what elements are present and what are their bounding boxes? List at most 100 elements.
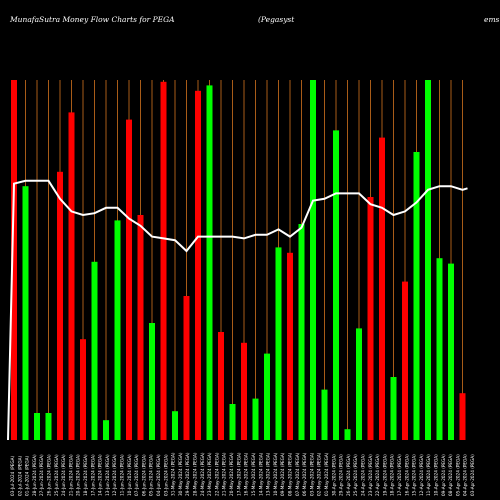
money-flow-bar <box>172 411 178 440</box>
x-tick-label: 17-May-2024 (PEGA) <box>236 452 241 496</box>
money-flow-bar <box>91 261 98 440</box>
x-tick-label: 24-May-2024 (PEGA) <box>200 452 205 496</box>
x-tick-label: 01-Jul-2024 (PEGA) <box>25 455 30 496</box>
x-tick-label: 08-May-2024 (PEGA) <box>288 452 293 496</box>
x-tick-label: 10-May-2024 (PEGA) <box>273 452 278 496</box>
money-flow-bar <box>241 342 247 440</box>
x-tick-label: 31-May-2024 (PEGA) <box>171 452 176 496</box>
x-tick-label: 06-Jun-2024 (PEGA) <box>141 454 146 496</box>
x-tick-label: 02-Jul-2024 (PEGA) <box>17 455 22 496</box>
money-flow-bar <box>298 224 305 440</box>
x-tick-label: 05-Apr-2024 (PEGA) <box>455 454 460 496</box>
x-tick-label: 30-May-2024 (PEGA) <box>178 452 183 496</box>
x-tick-label: 16-Apr-2024 (PEGA) <box>404 454 409 496</box>
x-tick-label: 28-May-2024 (PEGA) <box>193 452 198 496</box>
money-flow-bar <box>436 258 443 440</box>
x-tick-label: 20-Jun-2024 (PEGA) <box>76 454 81 496</box>
x-tick-label: 26-Jun-2024 (PEGA) <box>47 454 52 496</box>
x-tick-label: 14-Jun-2024 (PEGA) <box>98 454 103 496</box>
money-flow-bar <box>160 81 167 441</box>
x-tick-label: 29-Apr-2024 (PEGA) <box>339 454 344 496</box>
x-tick-label: 07-May-2024 (PEGA) <box>295 452 300 496</box>
money-flow-bar <box>126 119 132 440</box>
x-tick-label: 04-Apr-2024 (PEGA) <box>463 454 468 496</box>
x-tick-label: 03-Jun-2024 (PEGA) <box>163 454 168 496</box>
money-flow-bar <box>114 220 121 440</box>
x-tick-label: 01-May-2024 (PEGA) <box>324 452 329 496</box>
money-flow-bar <box>413 152 420 440</box>
money-flow-bar <box>264 353 270 440</box>
x-tick-label: 20-May-2024 (PEGA) <box>229 452 234 496</box>
money-flow-bar <box>344 429 351 440</box>
chart-title: MunafaSutra Money Flow Charts for PEGA <box>9 15 175 24</box>
money-flow-bar <box>310 80 316 440</box>
x-tick-label: 21-May-2024 (PEGA) <box>222 452 227 496</box>
x-tick-label: 25-Apr-2024 (PEGA) <box>353 454 358 496</box>
x-tick-label: 12-Jun-2024 (PEGA) <box>112 454 117 496</box>
money-flow-bar <box>137 215 144 440</box>
money-flow-bar <box>57 171 63 441</box>
x-tick-label: 22-Apr-2024 (PEGA) <box>375 454 380 496</box>
x-tick-label: 30-Apr-2024 (PEGA) <box>331 454 336 496</box>
money-flow-bar <box>356 328 362 440</box>
x-tick-label: 03-Apr-2024 (PEGA) <box>470 454 475 496</box>
money-flow-bar <box>425 80 431 440</box>
x-tick-label: 09-Apr-2024 (PEGA) <box>441 454 446 496</box>
money-flow-bar <box>195 90 201 441</box>
money-flow-bar <box>459 393 466 440</box>
x-tick-label: 04-Jun-2024 (PEGA) <box>156 454 161 496</box>
money-flow-bar <box>183 296 190 440</box>
x-tick-label: 12-Apr-2024 (PEGA) <box>419 454 424 496</box>
x-tick-label: 07-Jun-2024 (PEGA) <box>134 454 139 496</box>
money-flow-bar <box>80 339 86 440</box>
money-flow-bar <box>321 389 328 440</box>
x-tick-label: 03-Jul-2024 (PEGA) <box>10 455 15 496</box>
x-tick-label: 18-Apr-2024 (PEGA) <box>390 454 395 496</box>
x-tick-label: 05-Jun-2024 (PEGA) <box>149 454 154 496</box>
money-flow-bar <box>11 80 17 440</box>
money-flow-bar <box>448 263 454 440</box>
x-tick-label: 27-Jun-2024 (PEGA) <box>39 454 44 496</box>
money-flow-bar <box>275 247 282 440</box>
money-flow-bar <box>333 130 339 440</box>
x-tick-label: 25-Jun-2024 (PEGA) <box>54 454 59 496</box>
x-tick-label: 02-May-2024 (PEGA) <box>317 452 322 496</box>
x-tick-label: 17-Apr-2024 (PEGA) <box>397 454 402 496</box>
money-flow-bar <box>206 85 213 441</box>
money-flow-bar <box>22 186 29 440</box>
x-tick-label: 06-May-2024 (PEGA) <box>302 452 307 496</box>
money-flow-bar <box>287 252 293 440</box>
chart-subtitle-left: (Pegasyst <box>258 15 295 24</box>
x-tick-label: 24-Apr-2024 (PEGA) <box>361 454 366 496</box>
money-flow-bar <box>379 137 385 440</box>
x-tick-label: 15-May-2024 (PEGA) <box>251 452 256 496</box>
money-flow-bar <box>252 398 259 440</box>
x-tick-label: 18-Jun-2024 (PEGA) <box>83 454 88 496</box>
x-tick-label: 19-Apr-2024 (PEGA) <box>382 454 387 496</box>
money-flow-bar <box>68 112 75 441</box>
bar-series <box>11 80 466 441</box>
x-tick-label: 11-Apr-2024 (PEGA) <box>426 454 431 496</box>
x-tick-label: 29-May-2024 (PEGA) <box>185 452 190 496</box>
x-tick-label: 11-Jun-2024 (PEGA) <box>120 454 125 496</box>
x-tick-label: 15-Apr-2024 (PEGA) <box>412 454 417 496</box>
money-flow-bar <box>390 377 397 440</box>
x-tick-label: 03-May-2024 (PEGA) <box>309 452 314 496</box>
x-tick-label: 24-Jun-2024 (PEGA) <box>61 454 66 496</box>
x-tick-labels: 03-Jul-2024 (PEGA) 02-Jul-2024 (PEGA) 01-J… <box>10 452 475 496</box>
x-tick-label: 10-Apr-2024 (PEGA) <box>434 454 439 496</box>
x-tick-label: 21-Jun-2024 (PEGA) <box>68 454 73 496</box>
money-flow-line <box>7 179 468 441</box>
money-flow-bar <box>34 413 40 440</box>
x-tick-label: 16-May-2024 (PEGA) <box>244 452 249 496</box>
x-tick-label: 23-Apr-2024 (PEGA) <box>368 454 373 496</box>
money-flow-bar <box>218 332 224 440</box>
money-flow-bar <box>149 323 155 440</box>
money-flow-bar <box>45 413 52 440</box>
x-tick-label: 13-Jun-2024 (PEGA) <box>105 454 110 496</box>
x-tick-label: 09-May-2024 (PEGA) <box>280 452 285 496</box>
x-tick-label: 23-May-2024 (PEGA) <box>207 452 212 496</box>
x-tick-label: 28-Jun-2024 (PEGA) <box>32 454 37 496</box>
x-tick-label: 08-Apr-2024 (PEGA) <box>448 454 453 496</box>
